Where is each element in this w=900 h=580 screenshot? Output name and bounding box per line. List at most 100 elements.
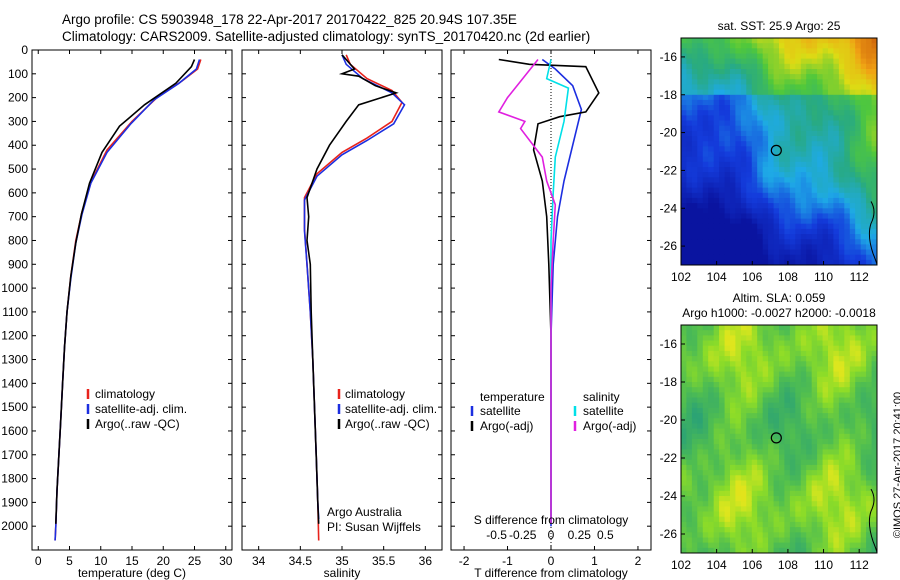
- map-cell: [768, 218, 775, 225]
- map-cell: [740, 439, 747, 445]
- map-cell: [822, 335, 829, 342]
- map-cell: [795, 136, 802, 142]
- map-cell: [746, 53, 753, 60]
- map-cell: [719, 187, 726, 194]
- map-cell: [844, 94, 851, 101]
- map-cell: [708, 485, 715, 492]
- map-cell: [757, 392, 764, 399]
- map-cell: [855, 335, 862, 342]
- map-cell: [724, 371, 731, 378]
- map-cell: [849, 485, 856, 492]
- map-cell: [844, 130, 851, 137]
- map-cell: [817, 516, 824, 523]
- map-cell: [844, 521, 851, 528]
- map-cell: [746, 244, 753, 251]
- map-cell: [800, 53, 807, 60]
- map-cell: [789, 197, 796, 204]
- map-cell: [844, 537, 851, 544]
- map-cell: [849, 527, 856, 533]
- x-tick-label: 104: [707, 270, 727, 284]
- map-cell: [768, 464, 775, 471]
- map-cell: [724, 120, 731, 127]
- map-cell: [740, 376, 747, 383]
- map-cell: [822, 146, 829, 153]
- map-cell: [828, 84, 834, 91]
- map-cell: [702, 151, 709, 158]
- map-cell: [768, 151, 775, 158]
- map-cell: [806, 516, 813, 523]
- map-cell: [697, 506, 704, 513]
- legend-label: climatology: [345, 387, 405, 401]
- map-cell: [730, 130, 736, 137]
- map-cell: [762, 371, 769, 378]
- map-cell: [860, 490, 867, 497]
- map-cell: [713, 397, 720, 404]
- map-title: Argo h1000: -0.0027 h2000: -0.0018: [682, 306, 876, 320]
- map-cell: [811, 254, 818, 261]
- map-cell: [828, 244, 834, 251]
- map-cell: [697, 115, 704, 122]
- map-cell: [800, 94, 807, 101]
- map-cell: [855, 38, 862, 44]
- map-cell: [702, 506, 709, 513]
- map-cell: [691, 105, 698, 111]
- map-cell: [746, 63, 753, 70]
- map-cell: [740, 402, 747, 409]
- map-cell: [762, 43, 769, 49]
- map-cell: [681, 69, 687, 75]
- map-cell: [795, 58, 802, 65]
- map-cell: [735, 172, 742, 178]
- map-cell: [730, 423, 736, 430]
- map-cell: [697, 192, 704, 199]
- map-cell: [762, 125, 769, 132]
- map-cell: [871, 433, 877, 440]
- map-cell: [806, 439, 813, 445]
- map-cell: [768, 547, 775, 553]
- map-cell: [838, 120, 845, 127]
- map-cell: [730, 521, 736, 528]
- map-cell: [768, 527, 775, 533]
- map-cell: [849, 239, 856, 245]
- map-cell: [691, 444, 698, 450]
- map-cell: [746, 130, 753, 137]
- map-cell: [691, 115, 698, 122]
- map-cell: [860, 43, 867, 49]
- map-cell: [806, 43, 813, 49]
- map-cell: [817, 208, 824, 215]
- map-cell: [860, 228, 867, 235]
- map-cell: [730, 361, 736, 368]
- map-cell: [746, 459, 753, 466]
- map-cell: [746, 480, 753, 487]
- map-cell: [773, 234, 780, 240]
- map-cell: [828, 330, 834, 336]
- map-cell: [806, 413, 813, 419]
- map-cell: [811, 63, 818, 70]
- legend-label: satellite-adj. clim.: [345, 402, 437, 416]
- map-cell: [789, 350, 796, 357]
- map-cell: [866, 254, 873, 261]
- map-cell: [681, 418, 687, 425]
- map-cell: [795, 423, 802, 430]
- map-cell: [713, 136, 720, 142]
- map-cell: [691, 485, 698, 492]
- map-cell: [724, 464, 731, 471]
- map-cell: [844, 439, 851, 445]
- map-cell: [740, 197, 747, 204]
- map-cell: [779, 490, 785, 497]
- map-cell: [871, 63, 877, 70]
- map-cell: [730, 69, 736, 75]
- map-cell: [713, 392, 720, 399]
- map-cell: [784, 110, 791, 116]
- map-cell: [817, 120, 824, 127]
- map-cell: [806, 125, 813, 132]
- map-cell: [702, 43, 709, 49]
- map-cell: [779, 58, 785, 65]
- map-cell: [757, 94, 764, 101]
- map-cell: [811, 506, 818, 513]
- map-cell: [773, 84, 780, 91]
- map-cell: [828, 547, 834, 553]
- map-cell: [702, 177, 709, 184]
- map-cell: [800, 350, 807, 357]
- map-cell: [697, 350, 704, 357]
- map-cell: [855, 146, 862, 153]
